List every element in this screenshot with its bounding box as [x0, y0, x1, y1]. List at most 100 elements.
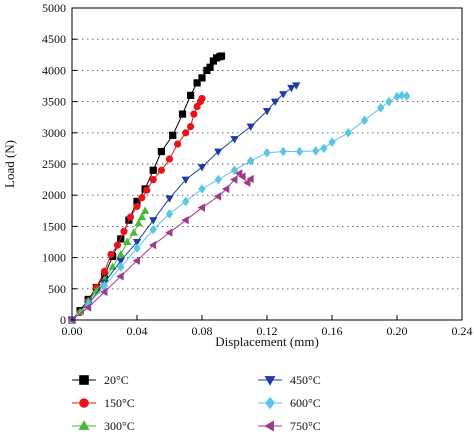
series-layer — [67, 52, 411, 325]
data-point — [270, 98, 280, 107]
axis-layer: 0 500 1000 1500 2000 2500 3000 3500 4000 4500 5000… — [42, 1, 473, 338]
data-point — [190, 110, 198, 118]
y-tick-label: 1500 — [42, 219, 66, 233]
legend-marker — [79, 398, 89, 408]
data-point — [214, 174, 222, 185]
data-point — [165, 209, 174, 219]
data-point — [182, 196, 190, 207]
data-point — [197, 164, 207, 172]
data-point — [360, 115, 369, 126]
data-point — [165, 195, 174, 203]
data-point — [100, 267, 109, 275]
data-point — [198, 184, 206, 194]
data-point — [262, 108, 272, 116]
data-point — [149, 217, 158, 225]
data-point — [182, 129, 190, 137]
data-point — [129, 228, 138, 236]
data-point — [140, 206, 150, 214]
data-point — [403, 91, 411, 101]
data-point — [107, 250, 115, 259]
legend-item: 20°C — [72, 373, 129, 387]
grid-layer — [72, 38, 462, 290]
y-tick-label: 2000 — [42, 188, 66, 202]
series-5 — [67, 169, 254, 325]
data-point — [126, 213, 135, 221]
legend-marker — [264, 420, 274, 432]
data-point — [230, 165, 239, 176]
legend-label: 300°C — [104, 419, 135, 433]
legend-label: 450°C — [290, 373, 321, 387]
data-point — [157, 166, 165, 174]
legend-marker — [265, 396, 275, 410]
data-point — [120, 227, 128, 235]
x-axis-label: Displacement (mm) — [215, 334, 319, 349]
data-point — [174, 140, 182, 148]
data-point — [230, 136, 239, 144]
data-point — [221, 184, 230, 194]
data-point — [178, 110, 187, 118]
series-line — [71, 172, 252, 321]
data-point — [181, 176, 190, 185]
data-point — [243, 178, 251, 187]
data-point — [132, 256, 140, 265]
legend-item: 450°C — [258, 373, 321, 387]
data-point — [149, 176, 157, 184]
data-point — [133, 202, 141, 211]
data-point — [197, 203, 205, 212]
data-point — [198, 74, 206, 82]
legend-label: 150°C — [104, 396, 135, 410]
y-tick-label: 1000 — [42, 251, 66, 265]
data-point — [287, 84, 296, 93]
x-tick-label: 0.04 — [127, 324, 148, 338]
legend: 20°C 150°C 300°C 450°C 600°C 750°C — [72, 373, 321, 433]
series-4 — [68, 90, 411, 325]
data-point — [165, 155, 174, 163]
y-tick-label: 3500 — [42, 95, 66, 109]
data-point — [279, 146, 287, 157]
data-point — [157, 147, 165, 156]
y-tick-label: 0 — [60, 313, 66, 327]
y-tick-label: 5000 — [42, 1, 66, 15]
x-tick-label: 0.24 — [452, 324, 473, 338]
legend-item: 300°C — [72, 419, 135, 433]
data-point — [123, 237, 132, 245]
data-point — [137, 212, 147, 220]
data-point — [295, 146, 304, 157]
data-point — [398, 90, 406, 101]
x-tick-label: 0.16 — [322, 324, 343, 338]
x-tick-label: 0.08 — [192, 324, 213, 338]
data-point — [230, 175, 238, 184]
data-point — [193, 102, 201, 111]
data-point — [143, 186, 151, 194]
data-point — [238, 172, 246, 181]
legend-label: 750°C — [290, 419, 321, 433]
y-tick-label: 2500 — [42, 157, 66, 171]
data-point — [108, 262, 117, 270]
data-point — [133, 243, 141, 254]
data-point — [187, 91, 195, 99]
legend-marker — [79, 375, 89, 385]
data-point — [149, 224, 157, 235]
data-point — [263, 147, 271, 158]
legend-marker — [264, 376, 276, 386]
data-point — [292, 82, 301, 90]
data-point — [213, 192, 222, 201]
data-point — [148, 240, 157, 250]
data-point — [320, 143, 328, 154]
data-point — [165, 228, 173, 237]
data-point — [187, 122, 195, 131]
data-point — [312, 146, 320, 156]
data-point — [246, 123, 255, 131]
legend-item: 150°C — [72, 396, 135, 410]
legend-item: 750°C — [258, 419, 321, 433]
legend-marker — [78, 420, 90, 430]
data-point — [377, 103, 385, 113]
y-tick-label: 500 — [48, 282, 66, 296]
data-point — [214, 148, 223, 156]
legend-label: 600°C — [290, 396, 321, 410]
series-line — [71, 98, 203, 321]
data-point — [206, 63, 214, 71]
x-tick-label: 0.12 — [257, 324, 278, 338]
